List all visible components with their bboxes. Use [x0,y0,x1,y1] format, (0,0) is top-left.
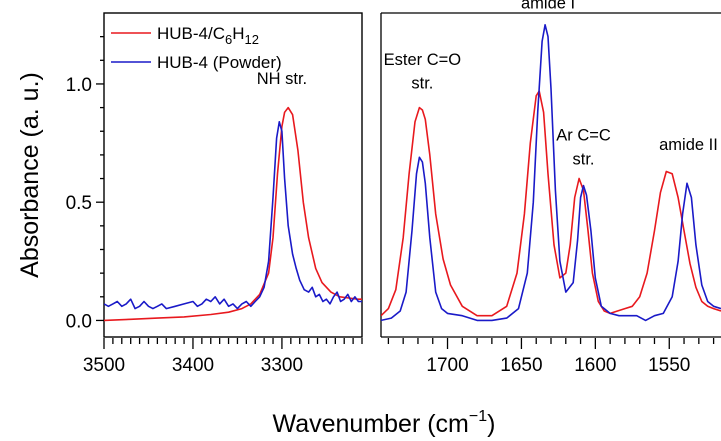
y-tick-label: 1.0 [66,75,92,96]
x-tick-label: 1600 [574,355,616,376]
x-axis-title-close: ) [487,410,495,438]
legend-label-2: HUB-4 (Powder) [157,53,282,72]
panel-left-frame [103,12,363,338]
series-line-blue [381,24,721,322]
y-axis-title: Absorbance (a. u.) [16,72,44,278]
series-line-red [104,106,362,322]
y-tick-label: 0.5 [66,193,92,214]
panel-right-series [381,24,721,322]
x-axis-title-main: Wavenumber (cm [273,410,469,438]
peak-annotation: NH str. [257,70,307,88]
peak-annotation: amide II [659,136,718,154]
x-tick-label: 3500 [83,355,125,376]
peak-annotation: Ester C=O [384,51,462,69]
peak-annotation: str. [411,75,433,93]
peak-annotation: amide I [521,0,575,12]
panel-right-ticks: 1700 1650 1600 1550 [387,338,715,376]
x-axis-title: Wavenumber (cm−1) [273,408,496,438]
x-tick-label: 3300 [261,355,303,376]
series-line-red [381,90,721,317]
y-tick-label: 0.0 [66,311,92,332]
x-tick-label: 1650 [500,355,542,376]
panel-left: 3500 3400 3300 0.0 0.5 1.0 NH str. [66,12,363,376]
panel-right: 1700 1650 1600 1550 Ester C=O str. amide I Ar … [380,0,721,376]
legend-label-1: HUB-4/C6H12 [157,24,259,47]
peak-annotation: str. [573,150,595,168]
x-axis-title-superscript: −1 [469,408,487,425]
peak-annotation: Ar C=C [556,127,611,145]
panel-left-series [104,106,362,322]
legend: HUB-4/C6H12 HUB-4 (Powder) [111,24,282,72]
panel-right-annotations: Ester C=O str. amide I Ar C=C str. amide II [384,0,718,168]
x-tick-label: 1550 [648,355,690,376]
x-tick-label: 1700 [426,355,468,376]
x-tick-label: 3400 [172,355,214,376]
panel-left-ticks: 3500 3400 3300 0.0 0.5 1.0 [66,35,363,376]
series-line-blue [104,121,362,310]
panel-left-annotations: NH str. [257,70,307,88]
